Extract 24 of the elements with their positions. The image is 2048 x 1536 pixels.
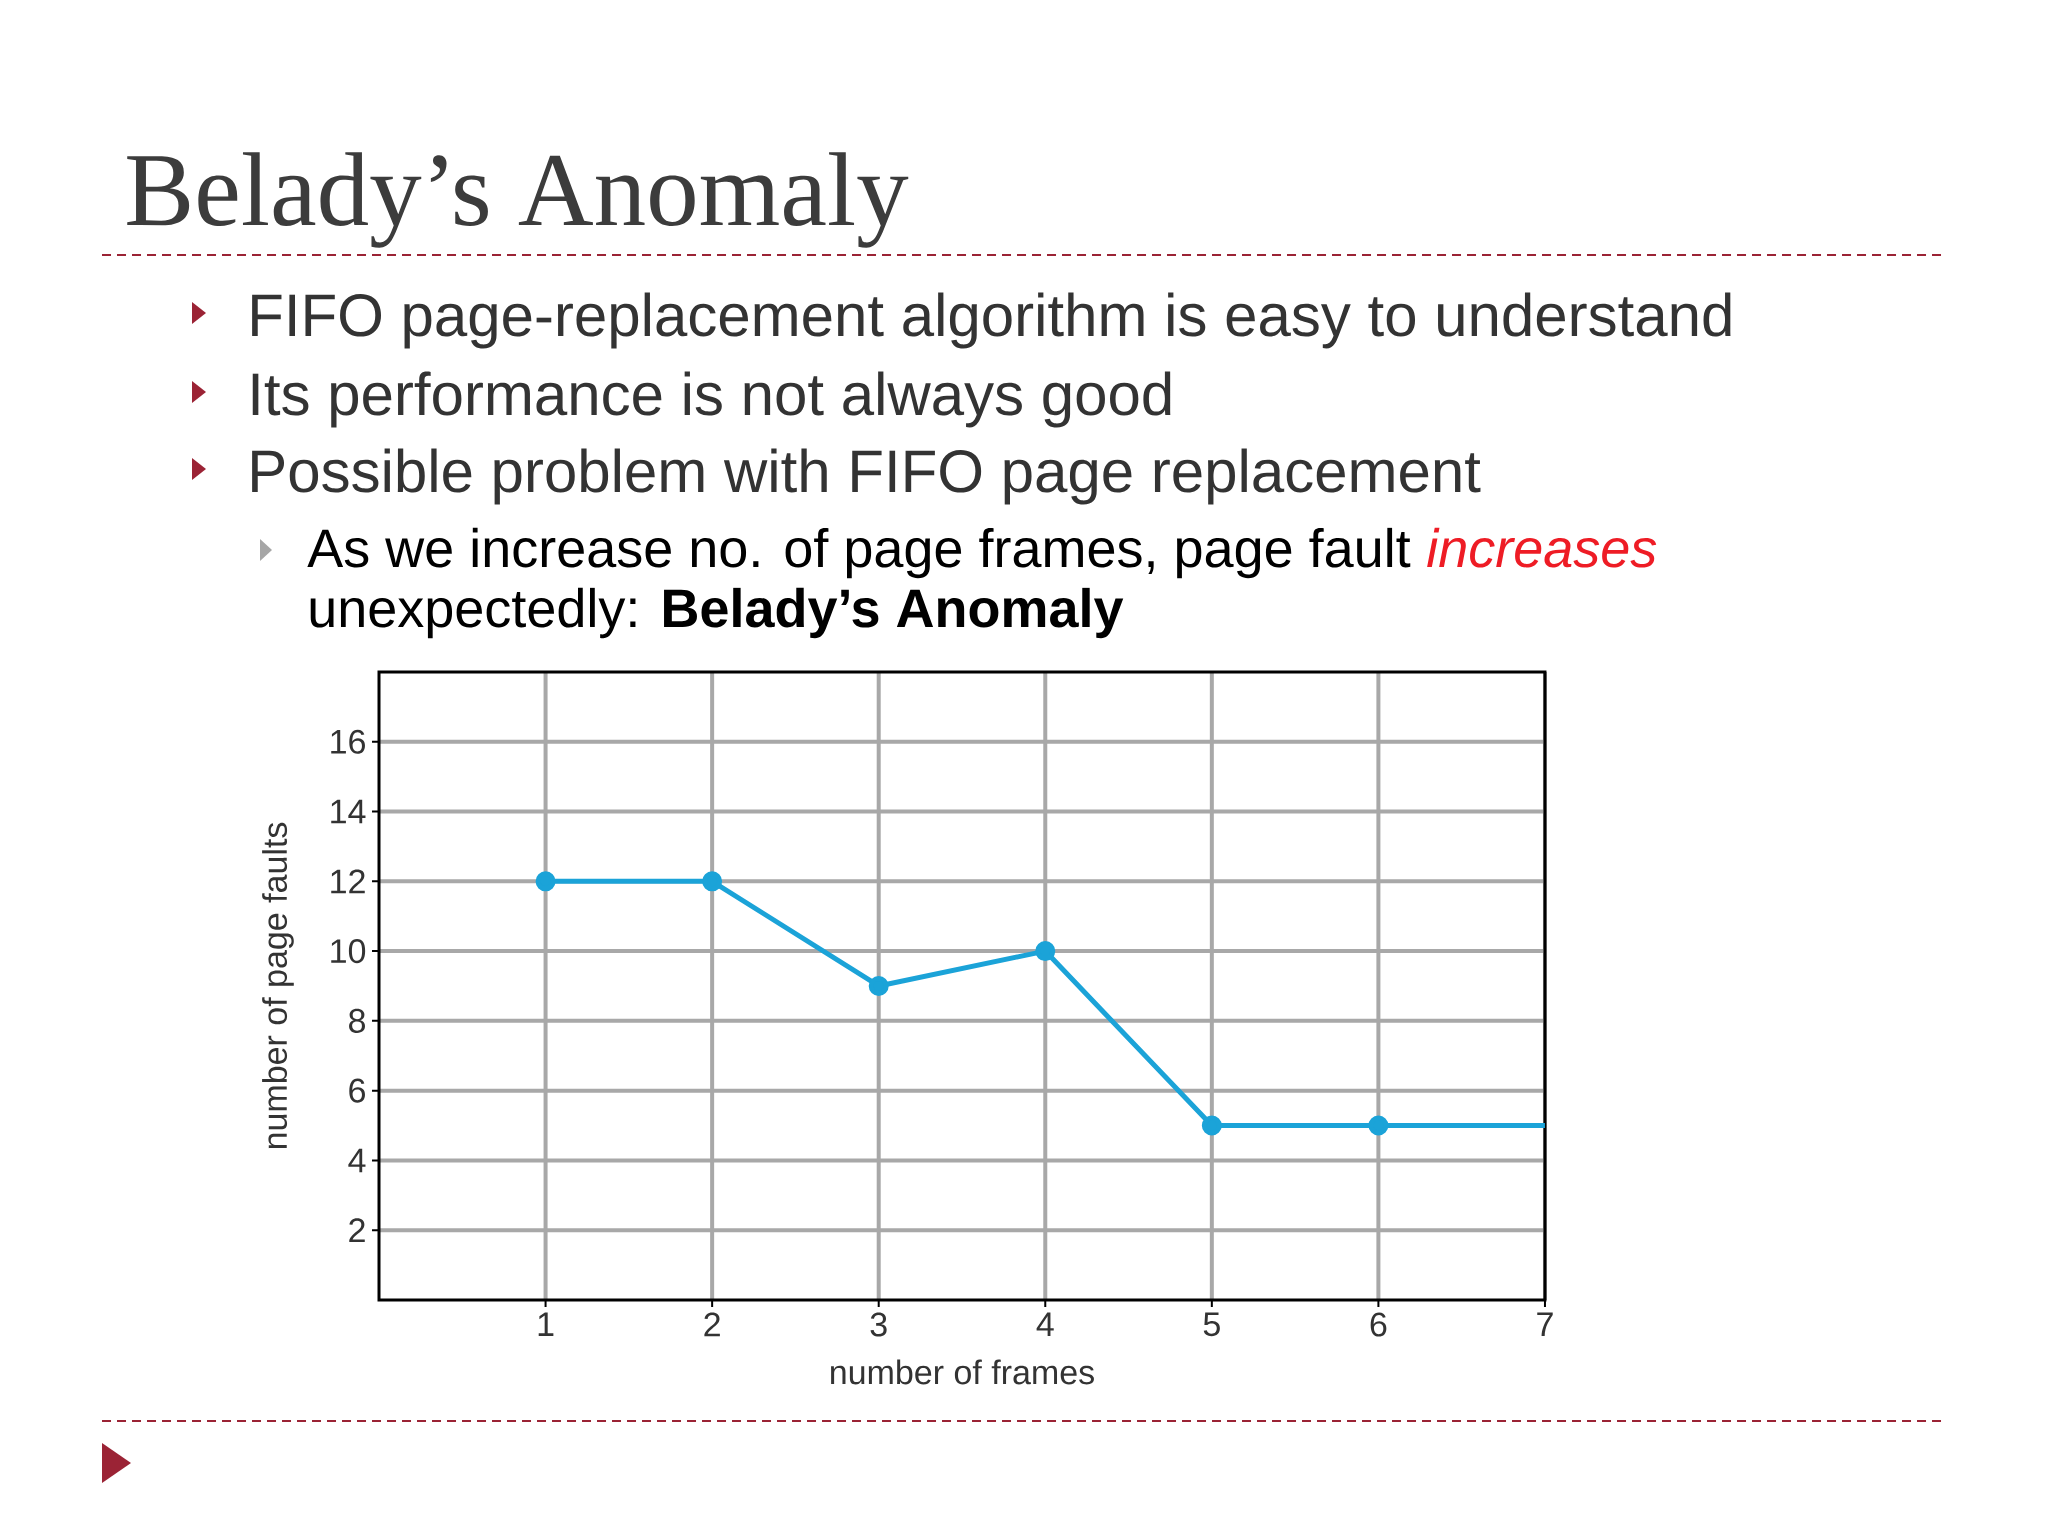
y-tick-label: 16: [331, 729, 365, 754]
y-tick-label: 2: [349, 1218, 365, 1243]
chart-title: Belady’s Anomaly: [127, 152, 909, 248]
x-tick-label: 1: [538, 1312, 554, 1336]
y-tick-label: 14: [331, 799, 366, 824]
y-tick-label: 10: [331, 939, 366, 964]
text: FIFO page-replacement algorithm is easy to understand: [252, 292, 1731, 349]
y-tick-label: 8: [349, 1008, 366, 1033]
x-tick-label: 6: [1370, 1312, 1387, 1337]
x-tick-label: 3: [870, 1312, 887, 1337]
text: increases: [1427, 527, 1657, 568]
y-tick-label: 12: [331, 869, 365, 894]
text: Possible problem with FIFO page replacement: [252, 448, 1481, 505]
text: Its performance is not always good: [252, 371, 1171, 428]
y-axis-title: number of page faults: [262, 822, 294, 1149]
x-tick-label: 2: [704, 1312, 720, 1337]
text: As we increase no. of page frames, page fault: [307, 527, 1411, 579]
x-axis-title: number of frames: [831, 1359, 1094, 1385]
x-tick-label: 5: [1203, 1312, 1220, 1337]
text: unexpectedly: Belady’s Anomaly: [310, 587, 1124, 639]
y-tick-label: 4: [348, 1148, 366, 1173]
y-tick-label: 6: [349, 1078, 365, 1103]
x-tick-label: 7: [1537, 1312, 1553, 1336]
x-tick-label: 4: [1036, 1312, 1054, 1336]
